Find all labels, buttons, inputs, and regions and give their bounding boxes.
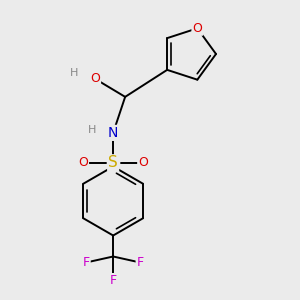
Text: H: H — [70, 68, 78, 78]
Text: O: O — [90, 72, 100, 86]
Text: O: O — [78, 156, 88, 170]
Text: F: F — [82, 256, 90, 269]
Text: H: H — [88, 125, 96, 135]
Text: O: O — [192, 22, 202, 35]
Text: O: O — [138, 156, 148, 170]
Text: F: F — [136, 256, 144, 269]
Text: S: S — [108, 155, 118, 170]
Text: F: F — [110, 274, 117, 287]
Text: N: N — [108, 126, 118, 140]
